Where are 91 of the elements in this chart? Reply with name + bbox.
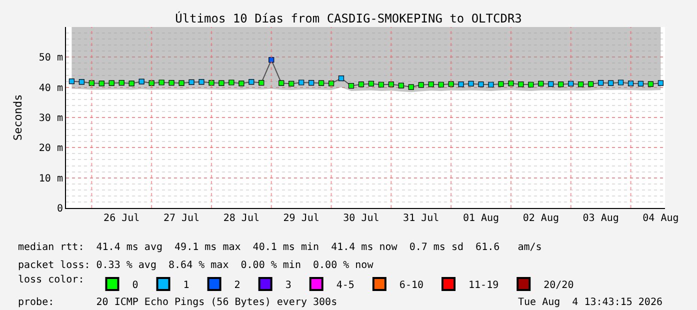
point <box>68 78 74 84</box>
legend-label: 4-5 <box>336 280 354 291</box>
point <box>338 75 344 82</box>
point <box>108 80 114 86</box>
y-tick-label: 40 m <box>38 82 63 94</box>
x-tick-label: 02 Aug <box>522 213 559 224</box>
point <box>528 82 534 88</box>
point <box>458 82 464 88</box>
point <box>508 80 514 86</box>
chart-title: Últimos 10 Días from CASDIG-SMOKEPING to OLTCDR3 <box>175 10 522 26</box>
point <box>188 79 194 86</box>
x-tick-label: 27 Jul <box>163 213 200 224</box>
x-tick-label: 26 Jul <box>104 213 140 224</box>
legend-label: 6-10 <box>399 280 424 291</box>
point <box>498 81 504 87</box>
point <box>408 84 414 90</box>
point <box>288 80 294 87</box>
point <box>298 80 304 86</box>
point <box>98 80 104 86</box>
legend-label: 11-19 <box>468 280 499 291</box>
point <box>558 82 564 88</box>
x-tick-label: 31 Jul <box>403 213 440 224</box>
legend-title: loss color: <box>18 274 84 286</box>
point <box>128 80 134 86</box>
point <box>388 82 394 88</box>
point <box>418 82 424 88</box>
point <box>628 80 634 86</box>
legend-label: 20/20 <box>544 280 574 291</box>
text: median rtt: 41.4 ms avg 49.1 ms max 40.1 ms min 41.4 ms now 0.7 ms sd 61.6 am/s <box>18 242 542 253</box>
point <box>178 80 184 86</box>
point <box>568 80 574 87</box>
y-tick-label: 10 m <box>38 173 63 184</box>
point <box>368 80 374 87</box>
point <box>548 81 554 87</box>
legend-label: 3 <box>285 280 292 291</box>
point <box>238 80 244 86</box>
point <box>648 81 654 87</box>
text: Tue Aug 4 13:43:15 2026 <box>518 297 662 308</box>
point <box>378 82 384 88</box>
point <box>198 79 204 85</box>
legend-label: 0 <box>132 280 138 291</box>
point <box>428 82 434 88</box>
point <box>168 80 174 86</box>
point <box>438 82 444 88</box>
point <box>348 83 354 89</box>
y-tick-label: 30 m <box>38 113 63 124</box>
point <box>328 80 334 86</box>
x-tick-label: 29 Jul <box>283 213 320 224</box>
legend-label: 2 <box>234 280 240 291</box>
point <box>88 80 94 86</box>
point <box>488 82 494 88</box>
x-tick-label: 30 Jul <box>343 213 380 224</box>
point <box>358 82 364 88</box>
point <box>588 81 594 87</box>
text: packet loss: 0.33 % avg 8.64 % max 0.00 % min 0.00 % now <box>18 260 374 271</box>
point <box>638 80 644 87</box>
point <box>318 80 324 86</box>
point <box>398 82 404 88</box>
x-tick-label: 03 Aug <box>582 213 619 224</box>
point <box>268 57 274 63</box>
x-tick-label: 04 Aug <box>642 213 679 224</box>
point <box>598 80 604 86</box>
point <box>228 80 234 86</box>
point <box>148 80 154 86</box>
point <box>608 80 614 86</box>
y-tick-label: 20 m <box>38 143 63 154</box>
point <box>138 78 144 84</box>
point <box>78 79 84 85</box>
point <box>248 79 254 85</box>
point <box>658 80 664 86</box>
point <box>518 82 524 88</box>
y-tick-label: 0 <box>56 204 63 214</box>
y-axis-title: Seconds <box>12 94 25 141</box>
point <box>258 80 264 86</box>
y-tick-label: 50 m <box>38 52 63 64</box>
point <box>278 80 284 86</box>
point <box>308 80 314 86</box>
point <box>478 82 484 88</box>
point <box>468 80 474 87</box>
point <box>538 80 544 87</box>
x-tick-label: 28 Jul <box>223 213 260 224</box>
text: probe: 20 ICMP Echo Pings (56 Bytes) every 300s <box>18 297 338 308</box>
point <box>158 80 164 86</box>
point <box>218 80 224 86</box>
point <box>118 80 124 86</box>
point <box>208 80 214 86</box>
point <box>578 82 584 88</box>
point <box>618 80 624 86</box>
x-tick-label: 01 Aug <box>462 213 500 224</box>
legend-label: 1 <box>183 280 190 291</box>
point <box>448 81 454 87</box>
